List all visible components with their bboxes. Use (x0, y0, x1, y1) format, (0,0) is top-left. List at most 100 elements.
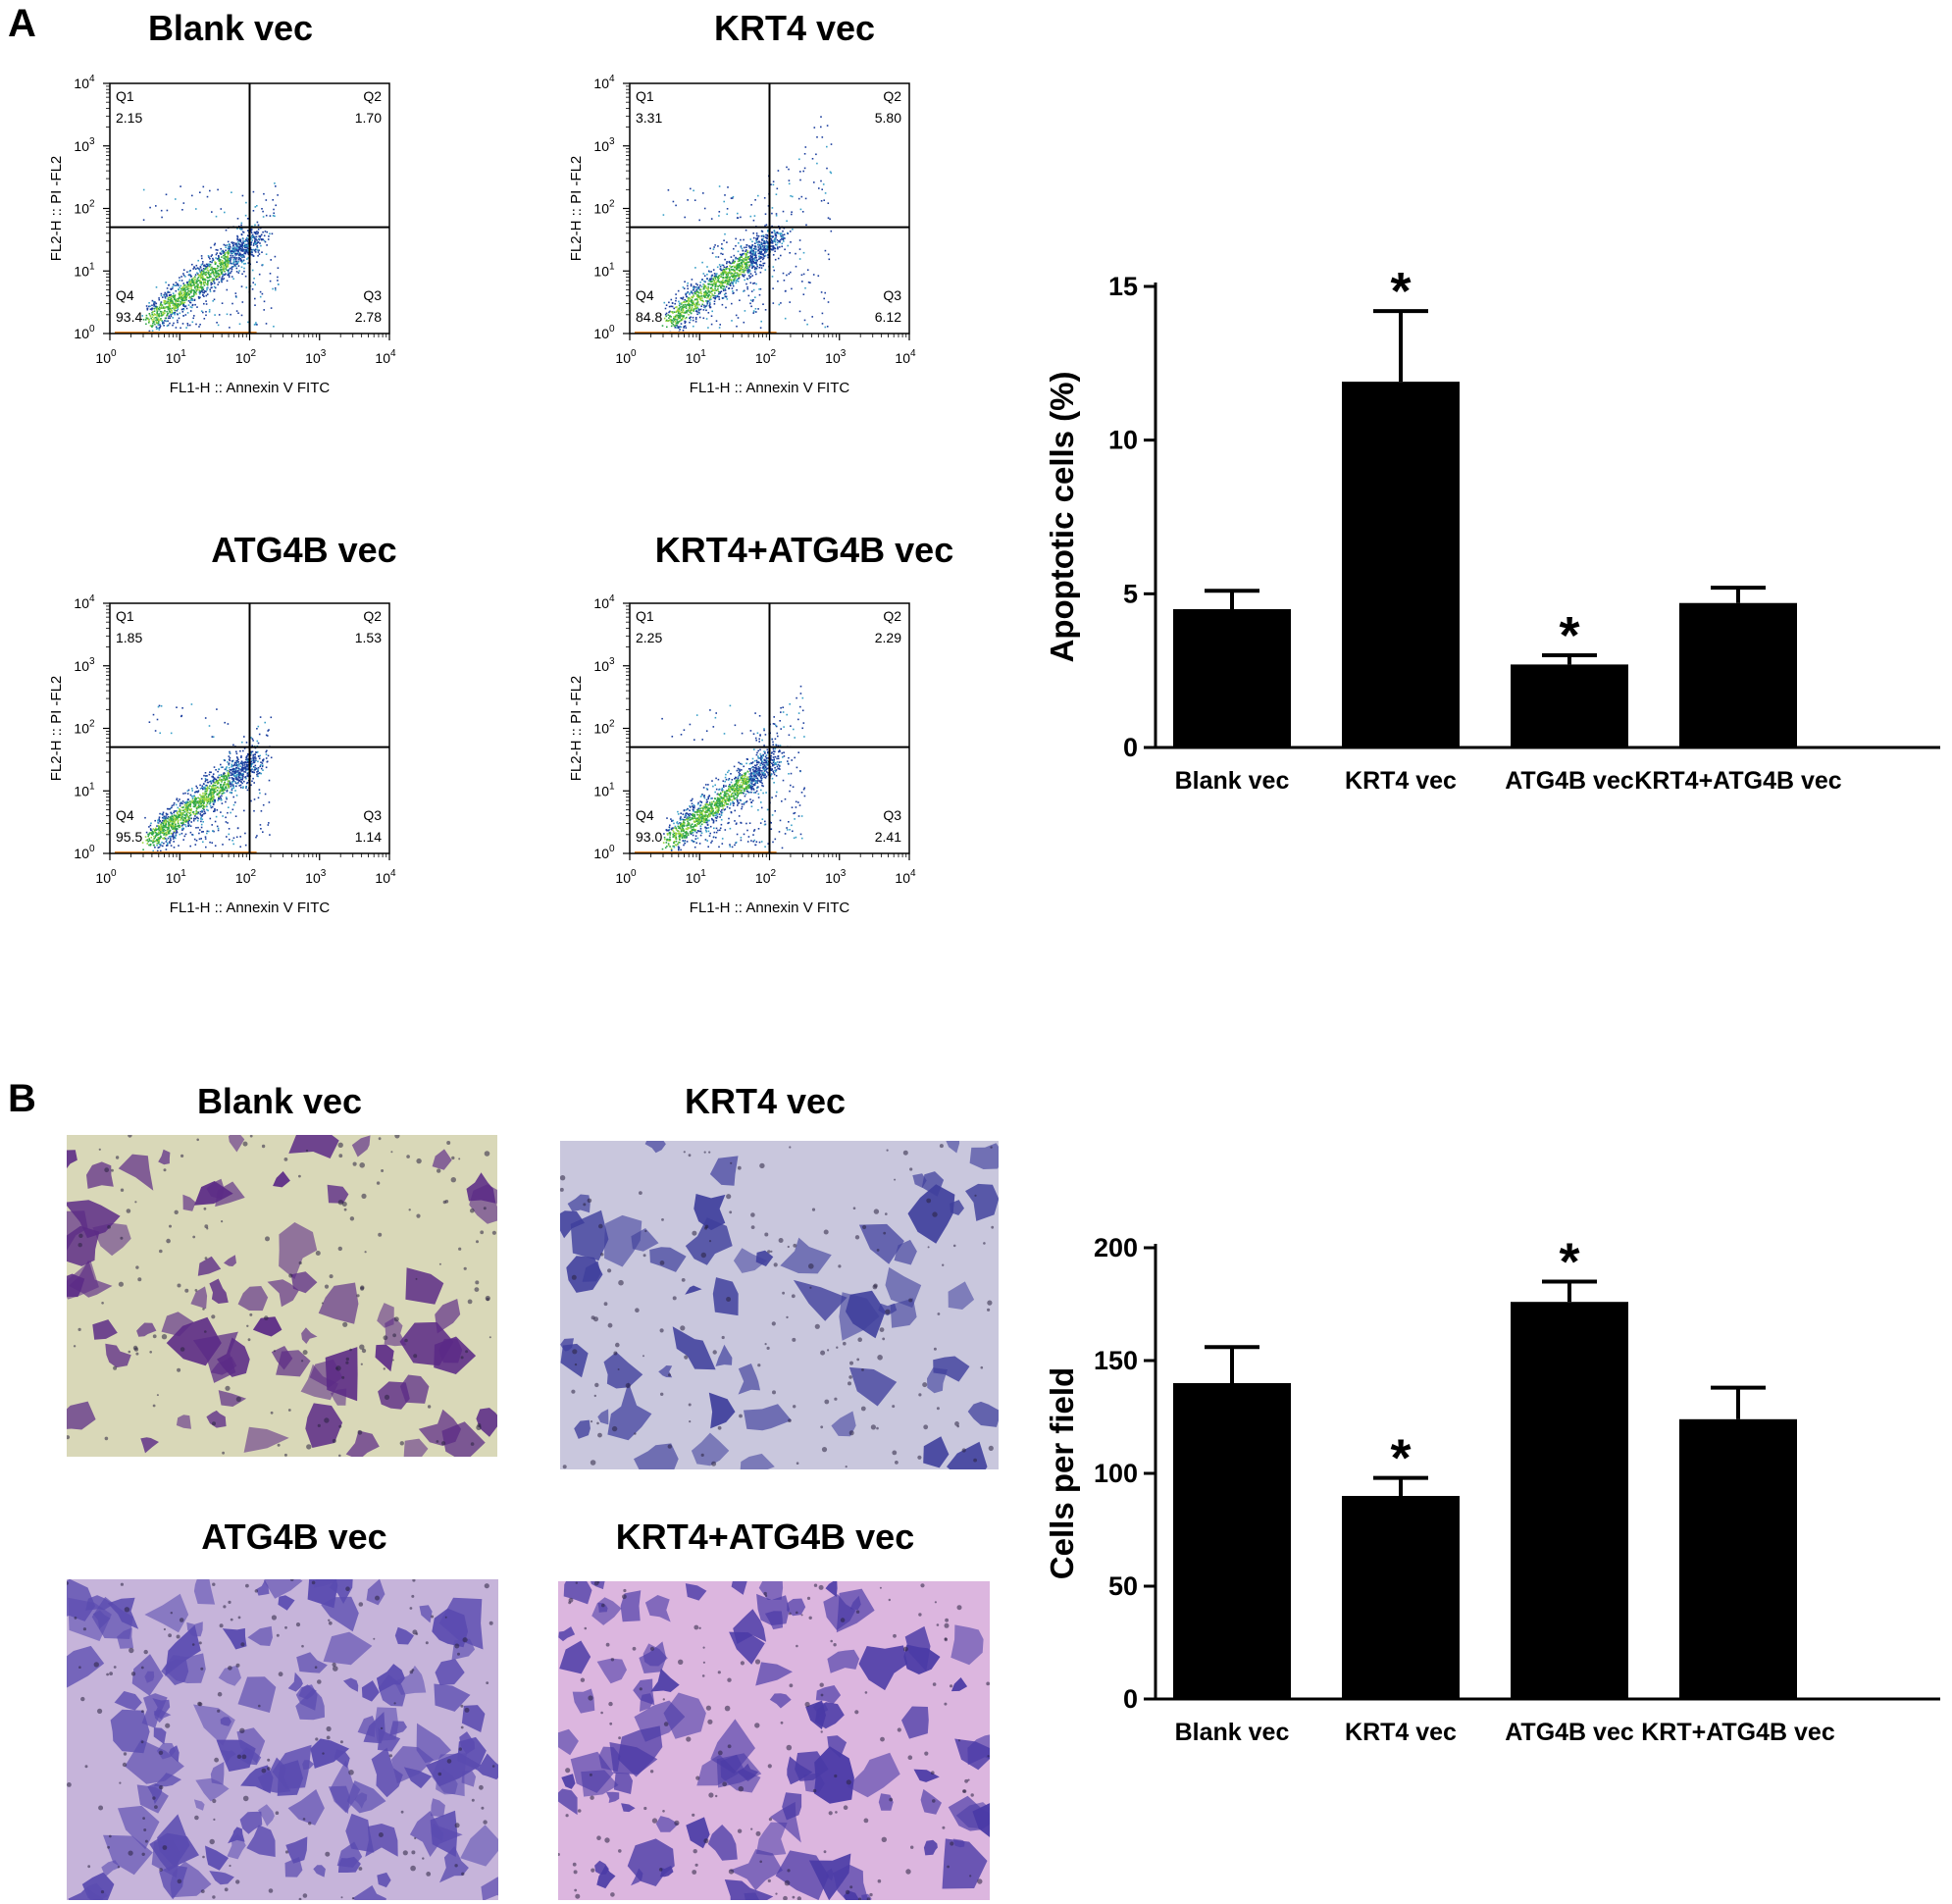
significance-marker: * (1559, 606, 1579, 665)
x-tick-label: 102 (235, 868, 257, 886)
quadrant-q1-value: 2.15 (116, 110, 142, 126)
x-axis-label: FL1-H :: Annexin V FITC (690, 380, 850, 396)
quadrant-q1-label: Q1 (116, 608, 134, 624)
membrane-pores (67, 1579, 495, 1900)
x-tick-label: 103 (825, 868, 847, 886)
quadrant-q2-value: 5.80 (875, 110, 901, 126)
micrograph-krt4-atg4b (558, 1581, 990, 1900)
apoptosis-bar-chart: Blank vec * KRT4 vec * ATG4B vec KRT4+ATG4B v… (1044, 262, 1940, 795)
quadrant-q2-value: 1.70 (355, 110, 382, 126)
x-tick-label: 100 (615, 348, 637, 366)
x-tick-label: 102 (755, 868, 777, 886)
y-tick-label: 103 (74, 656, 95, 674)
x-tick-label: 102 (235, 348, 257, 366)
micrograph-atg4b (67, 1579, 498, 1900)
panel-b-label: B (8, 1077, 36, 1120)
x-tick-label: 101 (166, 348, 187, 366)
x-tick-label: 103 (825, 348, 847, 366)
bar (1342, 1496, 1460, 1699)
x-tick-label: 104 (375, 868, 396, 886)
quadrant-q3-label: Q3 (883, 807, 901, 823)
y-tick-label: 102 (593, 199, 615, 217)
quadrant-q1-value: 1.85 (116, 630, 142, 645)
y-tick-label: 100 (74, 844, 95, 861)
bar (1679, 602, 1797, 747)
quadrant-q4-value: 93.4 (116, 309, 142, 325)
quadrant-q2-label: Q2 (363, 88, 382, 104)
quadrant-q2-value: 2.29 (875, 630, 901, 645)
stained-cells (67, 1135, 497, 1457)
y-axis-label: FL2-H :: PI -FL2 (568, 156, 585, 262)
y-tick-label: 103 (74, 136, 95, 154)
y-tick-label: 100 (74, 324, 95, 341)
quadrant-q4-label: Q4 (116, 287, 134, 303)
x-tick-label: 101 (686, 348, 707, 366)
quadrant-q4-value: 93.0 (636, 829, 662, 845)
x-tick-label: 100 (95, 868, 117, 886)
quadrant-q4-label: Q4 (636, 807, 654, 823)
quadrant-q3-value: 2.78 (355, 309, 382, 325)
category-label: KRT4 vec (1345, 767, 1457, 795)
y-tick-label: 10 (1108, 426, 1138, 455)
y-tick-label: 5 (1123, 579, 1138, 608)
quadrant-q1-label: Q1 (636, 608, 654, 624)
quadrant-q1-value: 2.25 (636, 630, 662, 645)
micrograph-title-blank: Blank vec (196, 1081, 363, 1121)
y-axis-label: FL2-H :: PI -FL2 (48, 156, 65, 262)
y-axis-label: FL2-H :: PI -FL2 (48, 676, 65, 782)
membrane-pores (67, 1135, 496, 1457)
migration-bar-chart: Blank vec * KRT4 vec * ATG4B vec KRT+ATG4B ve… (1044, 1233, 1940, 1746)
y-tick-label: 103 (593, 656, 615, 674)
micrograph-blank (67, 1135, 497, 1457)
category-label: KRT+ATG4B vec (1641, 1719, 1835, 1746)
x-axis-label: FL1-H :: Annexin V FITC (170, 380, 331, 396)
x-tick-label: 104 (375, 348, 396, 366)
y-tick-label: 101 (74, 261, 95, 279)
category-label: Blank vec (1175, 767, 1290, 795)
y-axis-label: FL2-H :: PI -FL2 (568, 676, 585, 782)
y-tick-label: 104 (593, 74, 615, 91)
bar (1679, 1418, 1797, 1699)
stained-cells (560, 1141, 999, 1469)
y-axis-label: Apoptotic cells (%) (1044, 371, 1080, 662)
bar (1173, 609, 1291, 747)
membrane-pores (560, 1144, 995, 1469)
y-axis-label: Cells per field (1044, 1367, 1080, 1579)
scatter-events (141, 182, 280, 333)
micrograph-krt4 (560, 1141, 999, 1469)
scatter-events (661, 116, 833, 334)
bar (1173, 1383, 1291, 1699)
micrograph-title-atg4b: ATG4B vec (201, 1517, 387, 1557)
bar (1511, 664, 1628, 747)
bar (1511, 1302, 1628, 1699)
y-tick-label: 0 (1123, 733, 1138, 762)
y-tick-label: 101 (593, 781, 615, 798)
quadrant-q3-label: Q3 (363, 807, 382, 823)
y-tick-label: 102 (74, 199, 95, 217)
panel-a-label: A (8, 2, 36, 45)
category-label: KRT4+ATG4B vec (1634, 767, 1842, 795)
significance-marker: * (1559, 1233, 1579, 1292)
x-tick-label: 101 (166, 868, 187, 886)
quadrant-q2-value: 1.53 (355, 630, 382, 645)
micrograph-title-krt4-atg4b: KRT4+ATG4B vec (615, 1517, 915, 1557)
category-label: ATG4B vec (1505, 1719, 1634, 1746)
y-tick-label: 50 (1108, 1571, 1138, 1601)
x-tick-label: 102 (755, 348, 777, 366)
x-tick-label: 103 (305, 348, 327, 366)
flow-plot-title-krt4: KRT4 vec (713, 8, 876, 48)
y-tick-label: 100 (593, 844, 615, 861)
significance-marker: * (1390, 1429, 1411, 1488)
x-tick-label: 104 (895, 868, 916, 886)
category-label: ATG4B vec (1505, 767, 1634, 795)
quadrant-q3-label: Q3 (883, 287, 901, 303)
x-tick-label: 101 (686, 868, 707, 886)
scatter-events (141, 703, 273, 853)
quadrant-q4-value: 95.5 (116, 829, 142, 845)
y-tick-label: 101 (593, 261, 615, 279)
membrane-pores (558, 1581, 990, 1900)
